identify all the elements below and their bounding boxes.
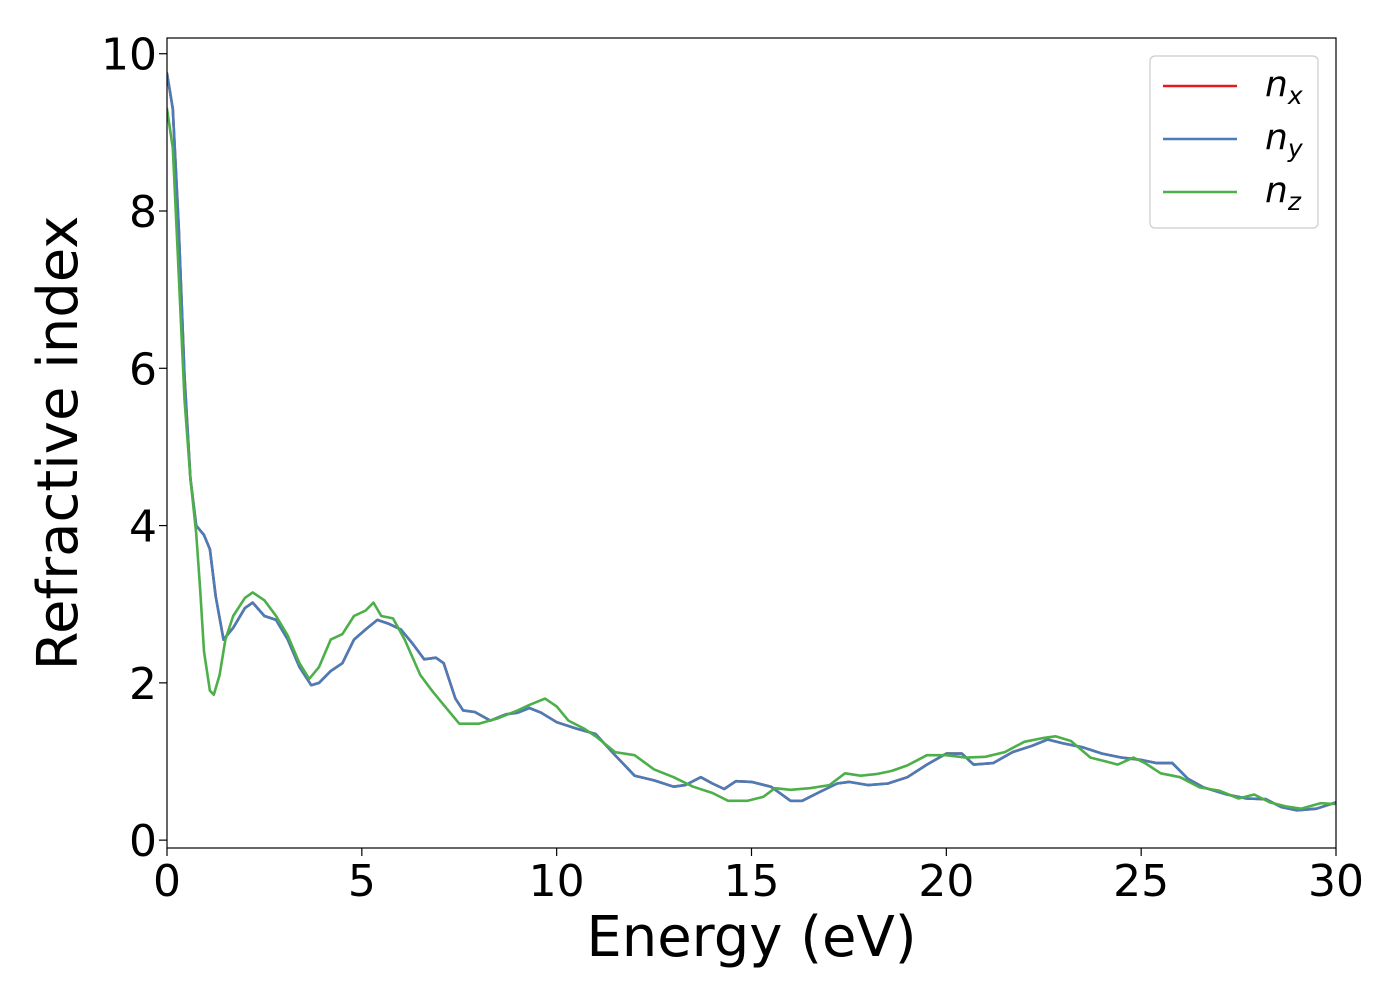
y-tick-label: 2 [129, 659, 157, 710]
y-tick-label: 10 [101, 30, 157, 81]
legend: nx ny nz [1149, 55, 1319, 229]
x-tick-label: 0 [153, 856, 181, 907]
series-layer [167, 72, 1336, 812]
x-axis-title: Energy (eV) [586, 905, 916, 970]
x-tick-label: 10 [529, 856, 585, 907]
x-tick-label: 15 [724, 856, 780, 907]
series-line-y [167, 72, 1336, 812]
x-tick-label: 30 [1308, 856, 1364, 907]
y-tick-label: 4 [129, 502, 157, 553]
series-line-z [167, 107, 1336, 810]
x-tick-label: 5 [348, 856, 376, 907]
y-tick-label: 6 [129, 344, 157, 395]
y-axis-title: Refractive index [26, 216, 91, 671]
x-tick-label: 20 [918, 856, 974, 907]
y-tick-label: 8 [129, 187, 157, 238]
legend-label-y: ny [1265, 117, 1304, 163]
y-tick-label: 0 [129, 816, 157, 867]
legend-label-z: nz [1265, 170, 1302, 216]
x-tick-label: 25 [1113, 856, 1169, 907]
legend-box [1149, 55, 1319, 229]
ticks-layer: 0 5 10 15 20 25 30 0 2 4 6 8 10 [101, 30, 1364, 907]
legend-label-x: nx [1265, 64, 1303, 110]
